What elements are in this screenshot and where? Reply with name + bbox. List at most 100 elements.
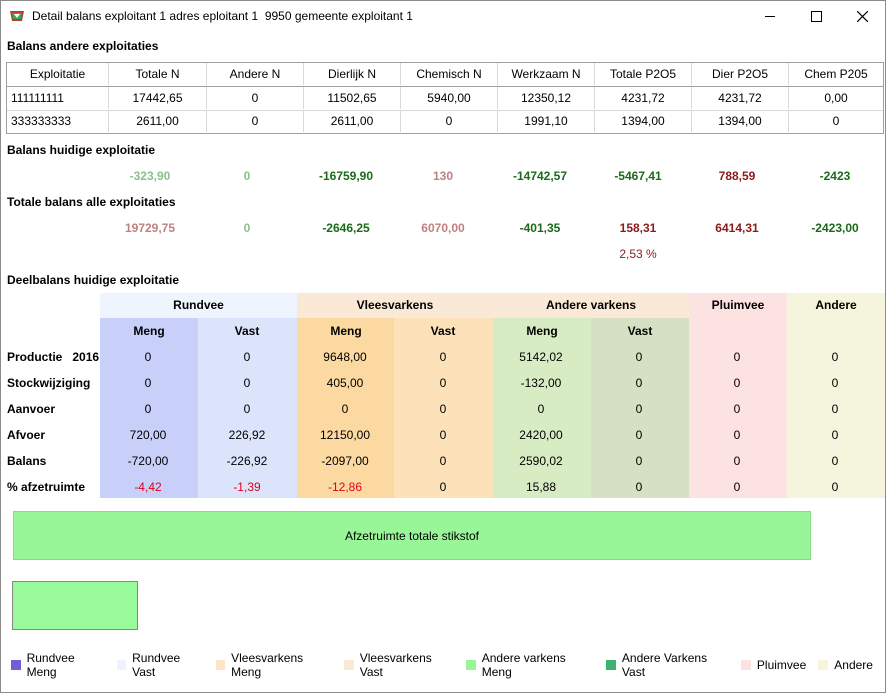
- grid-cell[interactable]: 111111111: [7, 87, 109, 109]
- grid-header-totale-p2o5[interactable]: Totale P2O5: [595, 63, 692, 85]
- grid-cell[interactable]: 12350,12: [498, 87, 595, 109]
- grid-cell[interactable]: 0: [207, 110, 304, 132]
- totale-value: 6414,31: [715, 221, 759, 235]
- grid-cell[interactable]: 11502,65: [304, 87, 401, 109]
- legend-swatch: [11, 660, 21, 670]
- totale-value: -2646,25: [322, 221, 370, 235]
- deelbalans-cell: -2097,00: [321, 454, 369, 468]
- huidige-value: -5467,41: [614, 169, 662, 183]
- grid-cell[interactable]: 0: [401, 110, 498, 132]
- deelbalans-cell: -720,00: [127, 454, 169, 468]
- deelbalans-row-label: % afzetruimte: [7, 480, 85, 494]
- grid-cell[interactable]: 4231,72: [595, 87, 692, 109]
- totale-value: -2423,00: [811, 221, 859, 235]
- grid-cell[interactable]: 2611,00: [109, 110, 207, 132]
- grid-header-werkzaam-n[interactable]: Werkzaam N: [498, 63, 595, 85]
- grid-header-chemisch-n[interactable]: Chemisch N: [401, 63, 498, 85]
- deelbalans-cell: 0: [144, 402, 152, 416]
- deelbalans-cell: 0: [635, 350, 643, 364]
- deelbalans-group-bg: [100, 293, 297, 318]
- grid-cell[interactable]: 5940,00: [401, 87, 498, 109]
- grid-header-andere-n[interactable]: Andere N: [207, 63, 304, 85]
- totale-value: 0: [243, 221, 251, 235]
- window-title: Detail balans exploitant 1 adres eploita…: [32, 9, 413, 23]
- deelbalans-column-bg: [787, 293, 885, 498]
- afzetruimte-label: Afzetruimte totale stikstof: [344, 528, 480, 543]
- table-row[interactable]: 333333333 2611,00 0 2611,00 0 1991,10 13…: [7, 110, 883, 133]
- deelbalans-cell: 0: [831, 480, 839, 494]
- deelbalans-cell: 405,00: [326, 376, 364, 390]
- deelbalans-cell: 0: [537, 402, 545, 416]
- deelbalans-cell: 0: [439, 376, 447, 390]
- table-row[interactable]: 111111111 17442,65 0 11502,65 5940,00 12…: [7, 87, 883, 111]
- row-label-text: Productie: [7, 350, 63, 364]
- deelbalans-column-bg: [100, 318, 198, 498]
- maximize-button[interactable]: [793, 1, 839, 32]
- grid-cell[interactable]: 0: [207, 87, 304, 109]
- deelbalans-subheader: Meng: [526, 324, 558, 338]
- grid-cell[interactable]: 2611,00: [304, 110, 401, 132]
- grid-cell[interactable]: 1394,00: [692, 110, 789, 132]
- deelbalans-cell: -226,92: [226, 454, 268, 468]
- grid-header-chem-p205[interactable]: Chem P205: [804, 67, 868, 81]
- huidige-value: -2423: [819, 169, 851, 183]
- huidige-value: -16759,90: [318, 169, 374, 183]
- legend-label: Andere: [834, 658, 873, 672]
- legend-label: Andere varkens Meng: [481, 651, 566, 679]
- deelbalans-column-bg: [198, 318, 297, 498]
- grid-header-row: Exploitatie Totale N Andere N Dierlijk N…: [7, 63, 883, 87]
- deelbalans-row-label: Aanvoer: [7, 402, 55, 416]
- deelbalans-cell: 0: [144, 376, 152, 390]
- legend-label: Pluimvee: [756, 658, 807, 672]
- color-indicator-box: [12, 581, 138, 630]
- deelbalans-row-label: Balans: [7, 454, 46, 468]
- deelbalans-cell: 0: [439, 428, 447, 442]
- grid-cell[interactable]: 17442,65: [109, 87, 207, 109]
- legend-swatch: [344, 660, 354, 670]
- production-year: 2016: [72, 350, 100, 364]
- legend-label: Andere Varkens Vast: [621, 651, 708, 679]
- grid-header-totale-n[interactable]: Totale N: [109, 63, 207, 85]
- close-icon: [856, 11, 868, 22]
- deelbalans-group-bg: [297, 293, 493, 318]
- deelbalans-subheader: Vast: [234, 324, 260, 338]
- section-title-deelbalans: Deelbalans huidige exploitatie: [7, 273, 180, 287]
- grid-cell[interactable]: 0,00: [824, 91, 848, 105]
- deelbalans-column-bg: [689, 293, 787, 498]
- deelbalans-cell: 0: [733, 480, 741, 494]
- deelbalans-cell: -1,39: [233, 480, 261, 494]
- grid-cell[interactable]: 1394,00: [595, 110, 692, 132]
- deelbalans-cell: 0: [831, 376, 839, 390]
- deelbalans-cell: 0: [635, 480, 643, 494]
- deelbalans-cell: -132,00: [520, 376, 562, 390]
- grid-cell[interactable]: 1991,10: [498, 110, 595, 132]
- grid-cell[interactable]: 0: [832, 114, 840, 128]
- legend-swatch: [606, 660, 616, 670]
- grid-header-exploitatie[interactable]: Exploitatie: [7, 63, 109, 85]
- deelbalans-cell: 9648,00: [323, 350, 367, 364]
- deelbalans-cell: 0: [733, 428, 741, 442]
- deelbalans-subheader: Meng: [330, 324, 362, 338]
- grid-cell[interactable]: 333333333: [7, 110, 109, 132]
- huidige-value: -14742,57: [512, 169, 568, 183]
- minimize-button[interactable]: [747, 1, 793, 32]
- deelbalans-column-bg: [394, 318, 493, 498]
- deelbalans-cell: 0: [831, 402, 839, 416]
- grid-header-dier-p2o5[interactable]: Dier P2O5: [692, 63, 789, 85]
- deelbalans-group-bg: [493, 293, 689, 318]
- deelbalans-cell: 5142,02: [519, 350, 563, 364]
- huidige-value: 130: [432, 169, 454, 183]
- deelbalans-row-label: Productie 2016: [7, 350, 99, 364]
- legend-item: Rundvee Meng: [11, 651, 105, 679]
- section-title-totale: Totale balans alle exploitaties: [7, 195, 176, 209]
- andere-exploitaties-grid[interactable]: Exploitatie Totale N Andere N Dierlijk N…: [6, 62, 884, 134]
- deelbalans-cell: 0: [831, 454, 839, 468]
- close-button[interactable]: [839, 1, 885, 32]
- deelbalans-cell: 0: [635, 428, 643, 442]
- legend-item: Vleesvarkens Meng: [215, 651, 333, 679]
- grid-header-dierlijk-n[interactable]: Dierlijk N: [304, 63, 401, 85]
- huidige-value: 0: [243, 169, 251, 183]
- deelbalans-group-header: Andere varkens: [545, 298, 637, 312]
- legend-item: Andere Varkens Vast: [606, 651, 729, 679]
- grid-cell[interactable]: 4231,72: [692, 87, 789, 109]
